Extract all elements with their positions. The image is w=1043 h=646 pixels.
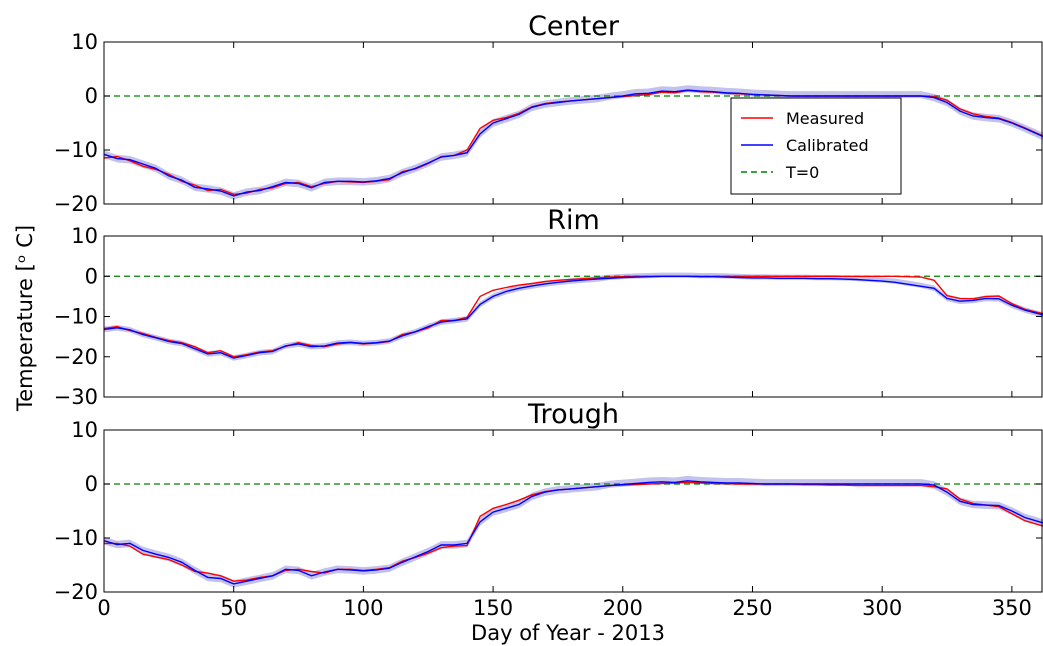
y-tick-label: 0 [85,264,98,288]
series-calibrated [103,275,1043,359]
uncertainty-band [104,272,1043,361]
x-tick-label: 350 [992,596,1032,620]
y-tick-label: 10 [71,30,98,54]
uncertainty-band [104,475,1043,588]
x-tick-label: 300 [862,596,902,620]
series-calibrated [103,480,1043,585]
panel-title: Trough [527,399,619,430]
y-tick-label: −30 [54,385,98,409]
legend-label: Calibrated [786,136,869,155]
legend: Measured Calibrated T=0 [730,97,902,195]
panel-title: Center [528,11,620,42]
legend-box [730,97,902,195]
y-tick-label: 0 [85,84,98,108]
series-calibrated [103,89,1043,197]
x-tick-label: 100 [343,596,383,620]
series-measured [103,275,1043,358]
y-axis-label: Temperature [ᵒ C] [13,225,37,412]
y-tick-label: 10 [71,224,98,248]
y-tick-label: −10 [54,305,98,329]
series-measured [103,89,1043,196]
x-tick-label: 50 [220,596,247,620]
x-tick-label: 0 [97,596,110,620]
axes-frame [103,429,1043,593]
panel-title: Rim [547,205,600,236]
panel-center: Center 10 0 −10 −20 Measured Calibrated T=0 [54,11,1043,216]
axes-frame [103,235,1043,398]
legend-label: Measured [786,109,864,128]
x-tick-label: 150 [473,596,513,620]
x-tick-label: 250 [732,596,772,620]
x-tick-label: 200 [603,596,643,620]
y-tick-label: 10 [71,418,98,442]
x-axis-label: Day of Year - 2013 [471,621,665,645]
legend-label: T=0 [785,163,819,182]
y-tick-label: 0 [85,472,98,496]
panel-rim: Rim 10 0 −10 −20 −30 [54,205,1043,409]
axes-frame [103,41,1043,205]
y-tick-label: −20 [54,580,98,604]
y-tick-label: −20 [54,345,98,369]
y-tick-label: −10 [54,526,98,550]
y-tick-label: −10 [54,138,98,162]
y-tick-label: −20 [54,192,98,216]
uncertainty-band [104,85,1043,200]
series-measured [104,481,1043,582]
